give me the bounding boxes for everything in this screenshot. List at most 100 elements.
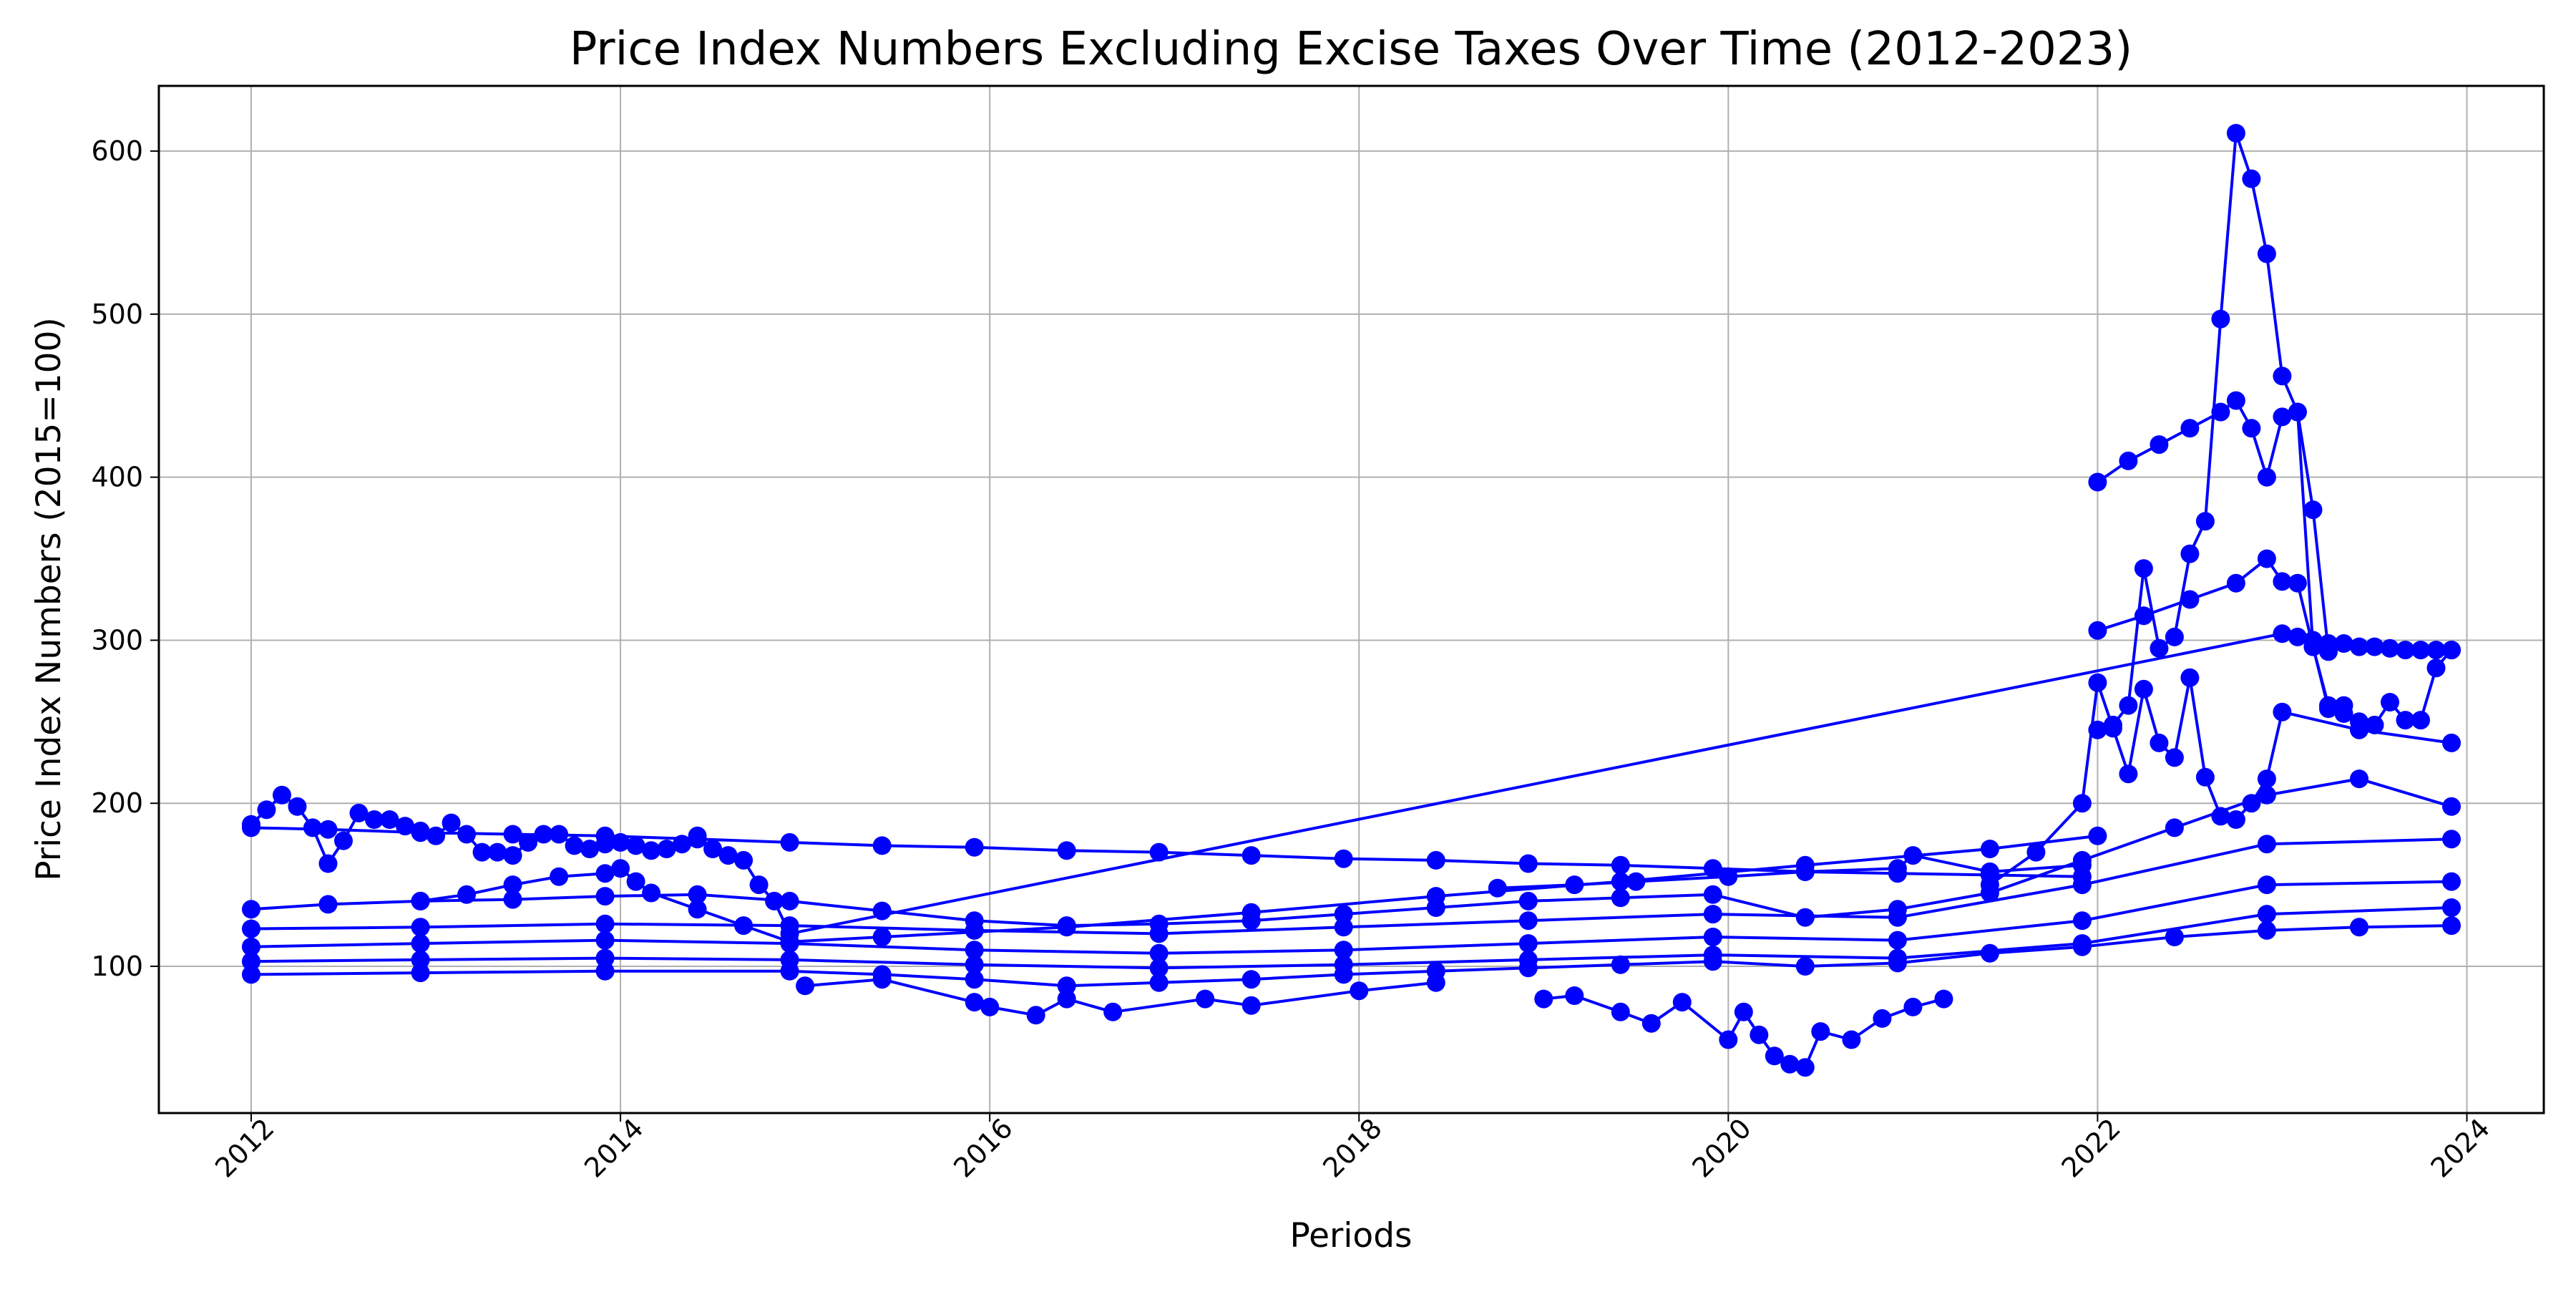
data-point: [2088, 472, 2107, 492]
data-point: [1611, 888, 1630, 908]
data-point: [2165, 818, 2184, 837]
data-point: [657, 840, 676, 858]
data-point: [734, 850, 753, 870]
data-point: [1888, 953, 1907, 973]
data-point: [1149, 943, 1169, 963]
data-point: [2195, 767, 2215, 787]
data-point: [1057, 841, 1076, 860]
data-point: [411, 918, 430, 937]
data-point: [1334, 849, 1353, 868]
data-point: [595, 931, 615, 950]
data-point: [1057, 976, 1076, 996]
data-point: [1057, 916, 1076, 936]
data-point: [1980, 840, 1999, 858]
data-point: [1888, 931, 1907, 950]
data-point: [2257, 921, 2276, 940]
data-point: [2165, 928, 2184, 946]
data-point: [1149, 973, 1169, 992]
data-point: [1765, 1046, 1784, 1066]
data-point: [1241, 846, 1261, 865]
data-point: [2442, 733, 2461, 752]
data-point: [426, 826, 446, 845]
data-point: [2072, 794, 2092, 813]
series-5: [2088, 549, 2461, 734]
series-8: [242, 830, 2461, 943]
series-14: [1488, 846, 2092, 898]
data-point: [2165, 627, 2184, 646]
data-point: [2381, 638, 2399, 658]
data-point: [2226, 573, 2245, 593]
data-point: [688, 885, 707, 904]
data-point: [2242, 169, 2261, 188]
series-line: [1989, 676, 2452, 886]
data-point: [2257, 549, 2276, 568]
data-point: [273, 785, 291, 805]
data-point: [595, 826, 615, 845]
data-point: [1795, 957, 1815, 976]
data-point: [780, 832, 799, 852]
data-point: [626, 872, 645, 891]
data-point: [796, 976, 815, 996]
data-point: [1672, 993, 1692, 1012]
data-point: [411, 934, 430, 953]
data-point: [2150, 638, 2169, 658]
data-point: [1149, 842, 1169, 862]
data-point: [503, 890, 522, 909]
data-point: [1641, 1014, 1661, 1033]
data-point: [2072, 911, 2092, 931]
data-point: [334, 831, 353, 850]
data-point: [2334, 634, 2353, 653]
data-point: [2257, 785, 2276, 805]
grid: [159, 86, 2544, 1113]
data-point: [2288, 402, 2307, 422]
data-point: [2072, 855, 2092, 875]
data-point: [1703, 905, 1722, 924]
data-point: [1488, 878, 1507, 898]
data-point: [2257, 467, 2276, 487]
data-point: [2319, 696, 2338, 715]
data-point: [2411, 641, 2430, 660]
chart-title: Price Index Numbers Excluding Excise Tax…: [570, 23, 2132, 76]
data-point: [2288, 627, 2307, 646]
data-point: [503, 825, 522, 844]
data-point: [2195, 512, 2215, 531]
data-point: [611, 859, 630, 878]
data-point: [595, 914, 615, 933]
data-point: [965, 921, 984, 940]
y-tick-label: 500: [91, 298, 143, 330]
data-point: [1795, 908, 1815, 927]
data-point: [380, 810, 399, 829]
data-point: [1903, 846, 1923, 865]
data-point: [595, 864, 615, 883]
data-point: [1350, 981, 1369, 1001]
data-point: [2411, 711, 2430, 730]
data-point: [2180, 590, 2200, 609]
data-point: [1426, 973, 1445, 992]
data-point: [441, 813, 461, 832]
data-point: [2180, 544, 2200, 563]
data-point: [2150, 733, 2169, 752]
data-point: [965, 955, 984, 974]
data-point: [411, 823, 430, 842]
data-point: [1611, 955, 1630, 974]
data-point: [2350, 918, 2368, 937]
data-point: [2442, 830, 2461, 849]
data-point: [1241, 970, 1261, 989]
data-point: [2165, 748, 2184, 767]
data-point: [872, 928, 892, 946]
data-point: [1980, 862, 1999, 881]
data-point: [2288, 573, 2307, 593]
data-point: [580, 840, 600, 858]
y-tick-label: 100: [91, 951, 143, 982]
data-point: [1703, 885, 1722, 904]
data-point: [749, 875, 769, 895]
data-point: [2119, 764, 2138, 784]
data-point: [242, 937, 260, 956]
data-point: [2226, 810, 2245, 829]
data-point: [1611, 855, 1630, 875]
data-point: [519, 832, 538, 852]
data-point: [2150, 435, 2169, 455]
data-point: [1426, 898, 1445, 917]
data-point: [2180, 668, 2200, 687]
